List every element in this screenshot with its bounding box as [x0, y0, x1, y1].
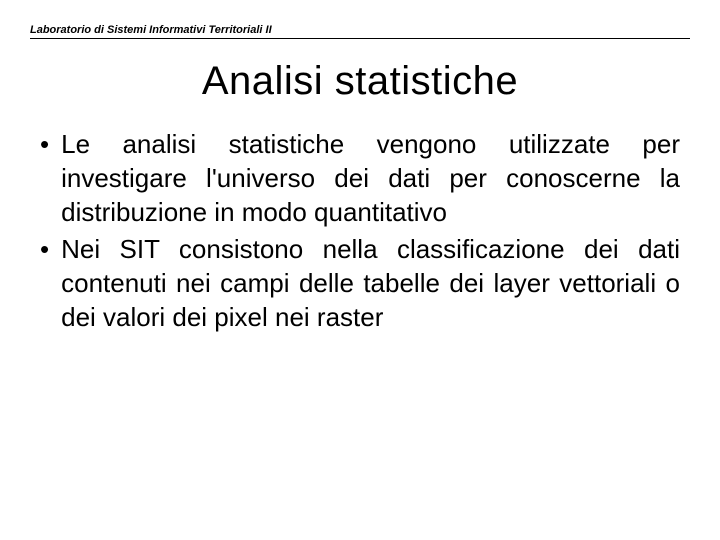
bullet-text: Le analisi statistiche vengono utilizzat…: [61, 128, 680, 229]
list-item: • Nei SIT consistono nella classificazio…: [40, 233, 680, 334]
bullet-text: Nei SIT consistono nella classificazione…: [61, 233, 680, 334]
course-header-label: Laboratorio di Sistemi Informativi Terri…: [30, 24, 690, 36]
list-item: • Le analisi statistiche vengono utilizz…: [40, 128, 680, 229]
bullet-marker-icon: •: [40, 128, 49, 162]
bullet-marker-icon: •: [40, 233, 49, 267]
slide-title: Analisi statistiche: [30, 59, 690, 104]
header-divider: [30, 38, 690, 39]
bullet-list: • Le analisi statistiche vengono utilizz…: [40, 128, 680, 335]
